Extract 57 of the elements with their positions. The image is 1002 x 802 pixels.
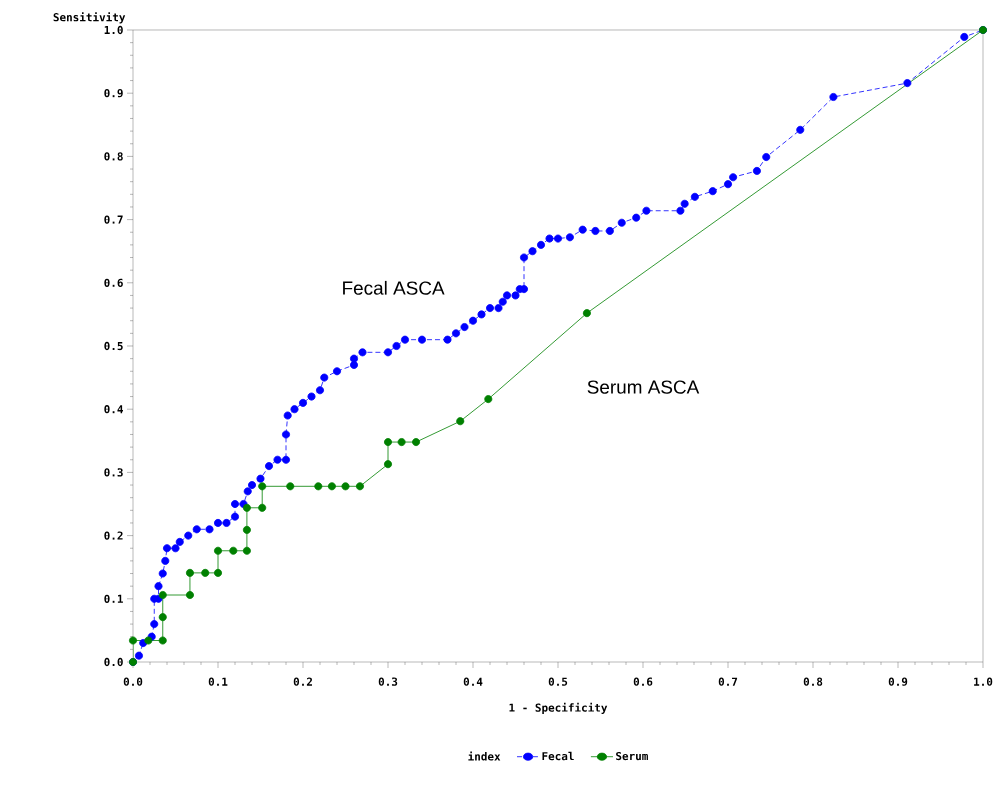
y-tick-label: 0.3 bbox=[104, 468, 123, 477]
x-tick-label: 0.5 bbox=[548, 677, 568, 686]
point bbox=[158, 613, 167, 622]
point bbox=[214, 568, 222, 577]
point bbox=[201, 568, 210, 577]
legend-label: Serum bbox=[616, 751, 648, 761]
point bbox=[484, 395, 493, 404]
point bbox=[242, 546, 251, 555]
y-tick-label: 0.1 bbox=[104, 594, 123, 603]
point bbox=[286, 482, 295, 491]
point bbox=[158, 591, 167, 600]
annotation: Serum ASCA bbox=[587, 380, 700, 394]
x-axis-title: 1 - Specificity bbox=[509, 702, 608, 714]
y-tick-label: 1.0 bbox=[104, 25, 123, 35]
y-tick-label: 0.4 bbox=[104, 405, 123, 414]
point bbox=[158, 636, 167, 645]
point bbox=[214, 546, 222, 555]
point bbox=[341, 482, 350, 491]
x-tick-label: 0.1 bbox=[208, 677, 228, 686]
point bbox=[384, 460, 392, 469]
x-tick-label: 0.7 bbox=[718, 677, 738, 686]
point bbox=[384, 438, 392, 447]
point bbox=[144, 636, 153, 645]
point bbox=[242, 503, 251, 512]
point bbox=[185, 568, 194, 577]
y-tick-label: 0.0 bbox=[104, 657, 123, 667]
y-tick-label: 0.9 bbox=[104, 89, 123, 98]
x-tick-label: 0.8 bbox=[803, 677, 823, 686]
y-tick-label: 0.7 bbox=[104, 215, 123, 224]
legend-title: index bbox=[468, 751, 501, 761]
x-tick-label: 0.4 bbox=[463, 677, 483, 686]
point bbox=[129, 636, 137, 645]
point bbox=[185, 591, 194, 600]
point bbox=[229, 546, 238, 555]
point bbox=[456, 417, 465, 426]
point bbox=[327, 482, 336, 491]
x-tick-label: 0.6 bbox=[633, 677, 653, 686]
y-tick-label: 0.8 bbox=[104, 152, 123, 161]
point bbox=[355, 482, 364, 491]
point bbox=[412, 438, 421, 447]
point bbox=[397, 438, 406, 447]
x-tick-label: 0.3 bbox=[378, 677, 398, 686]
point bbox=[314, 482, 323, 491]
point bbox=[258, 482, 267, 491]
y-tick-label: 0.5 bbox=[104, 341, 123, 351]
point bbox=[258, 503, 267, 512]
point bbox=[582, 309, 591, 318]
x-tick-label: 0.0 bbox=[123, 677, 143, 686]
annotation: Fecal ASCA bbox=[343, 280, 445, 295]
y-tick-label: 0.6 bbox=[104, 278, 123, 287]
x-tick-label: 1.0 bbox=[974, 677, 993, 686]
point bbox=[242, 525, 251, 534]
x-tick-label: 0.9 bbox=[888, 677, 908, 686]
y-axis-title: Sensitivity bbox=[53, 12, 126, 24]
x-tick-label: 0.2 bbox=[293, 677, 312, 686]
y-tick-label: 0.2 bbox=[104, 531, 123, 540]
legend-label: Fecal bbox=[542, 751, 574, 761]
